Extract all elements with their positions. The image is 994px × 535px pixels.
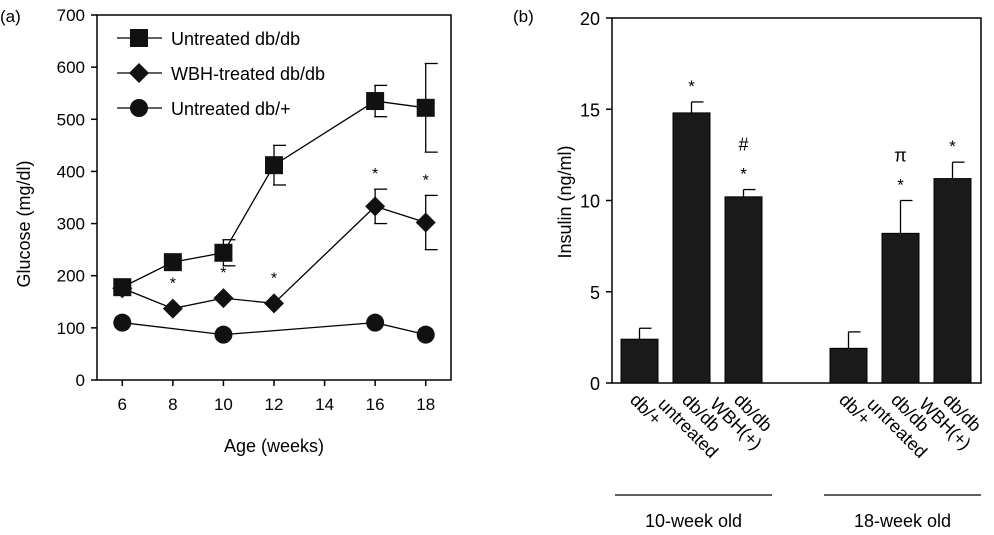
data-point-diamond bbox=[365, 196, 386, 217]
y-tick-label: 10 bbox=[580, 192, 600, 212]
significance-mark: * bbox=[170, 276, 176, 293]
data-point-circle bbox=[214, 325, 233, 344]
x-tick-label: 10 bbox=[214, 395, 233, 414]
data-point-diamond bbox=[162, 298, 183, 319]
panel-a-x-axis-label: Age (weeks) bbox=[224, 436, 324, 456]
panel-a-y-axis-label: Glucose (mg/dl) bbox=[14, 160, 34, 287]
data-point-diamond bbox=[112, 278, 133, 299]
panel-a-axes: 0 100 200 300 400 500 600 700 6 8 10 12 14 16 18 bbox=[57, 6, 452, 414]
x-tick-label: 16 bbox=[366, 395, 385, 414]
panel-b-y-axis-label: Insulin (ng/ml) bbox=[555, 145, 575, 258]
bar bbox=[620, 338, 659, 384]
y-tick-label: 0 bbox=[590, 374, 600, 394]
data-point-diamond bbox=[213, 288, 234, 309]
x-tick-label: 12 bbox=[265, 395, 284, 414]
data-point-circle bbox=[416, 325, 435, 344]
legend-label: WBH-treated db/db bbox=[171, 64, 325, 84]
series-line-3 bbox=[122, 321, 426, 336]
y-tick-label: 400 bbox=[57, 162, 85, 181]
bar bbox=[724, 196, 763, 384]
bar bbox=[881, 232, 920, 384]
data-point-square bbox=[214, 243, 233, 262]
group-label: 10-week old bbox=[645, 511, 742, 531]
panel-a-legend: Untreated db/db WBH-treated db/db Untreate… bbox=[117, 29, 325, 119]
series-line-2 bbox=[122, 205, 426, 310]
panel-b-group-labels: 10-week old 18-week old bbox=[615, 494, 981, 531]
legend-label: Untreated db/db bbox=[171, 29, 300, 49]
panel-b: (b) 0 5 10 15 20 * * # * π * db/+ db/dbuntreated db… bbox=[513, 7, 985, 531]
panel-a-plot-area: * * * * * bbox=[112, 62, 438, 344]
significance-mark: * bbox=[220, 265, 226, 282]
significance-mark: # bbox=[738, 135, 748, 155]
x-tick-label: 18 bbox=[416, 395, 435, 414]
y-tick-label: 600 bbox=[57, 58, 85, 77]
x-tick-label: 14 bbox=[315, 395, 334, 414]
significance-mark: π bbox=[894, 146, 906, 166]
panel-b-frame bbox=[611, 17, 982, 384]
legend-marker-square bbox=[130, 29, 148, 47]
significance-mark: * bbox=[688, 77, 695, 96]
y-tick-label: 500 bbox=[57, 110, 85, 129]
significance-mark: * bbox=[740, 165, 747, 184]
significance-mark: * bbox=[271, 270, 277, 287]
x-tick-label: 8 bbox=[168, 395, 177, 414]
significance-mark: * bbox=[423, 172, 429, 189]
data-point-square bbox=[366, 92, 385, 111]
bar bbox=[933, 178, 972, 384]
data-point-circle bbox=[366, 313, 385, 332]
panel-b-plot-area: * * # * π * bbox=[620, 77, 972, 384]
y-tick-label: 700 bbox=[57, 6, 85, 25]
panel-a: (a) 0 100 200 300 400 500 600 700 6 8 10 12 14 16 18 *… bbox=[0, 6, 452, 456]
bar bbox=[829, 347, 868, 384]
data-point-square bbox=[163, 253, 182, 272]
data-point-diamond bbox=[415, 212, 436, 233]
data-point-square bbox=[416, 98, 435, 117]
y-tick-label: 100 bbox=[57, 319, 85, 338]
bar bbox=[672, 112, 711, 384]
x-tick-label: 6 bbox=[118, 395, 127, 414]
y-tick-label: 15 bbox=[580, 100, 600, 120]
panel-b-axes: 0 5 10 15 20 bbox=[580, 9, 982, 394]
y-tick-label: 0 bbox=[76, 371, 85, 390]
data-point-diamond bbox=[264, 293, 284, 314]
legend-label: Untreated db/+ bbox=[171, 99, 291, 119]
data-point-circle bbox=[113, 313, 132, 332]
y-tick-label: 300 bbox=[57, 215, 85, 234]
legend-marker-circle bbox=[130, 99, 148, 117]
significance-mark: * bbox=[949, 137, 956, 156]
y-tick-label: 20 bbox=[580, 9, 600, 29]
panel-b-label: (b) bbox=[513, 7, 534, 26]
legend-marker-diamond bbox=[129, 63, 149, 83]
panel-a-label: (a) bbox=[0, 7, 21, 26]
panel-b-category-labels: db/+ db/dbuntreated db/dbWBH(+) db/+ db/dbun… bbox=[626, 390, 985, 462]
data-point-square bbox=[265, 156, 283, 175]
significance-mark: * bbox=[897, 176, 904, 195]
group-label: 18-week old bbox=[854, 511, 951, 531]
y-tick-label: 5 bbox=[590, 283, 600, 303]
y-tick-label: 200 bbox=[57, 267, 85, 286]
significance-mark: * bbox=[372, 166, 378, 183]
